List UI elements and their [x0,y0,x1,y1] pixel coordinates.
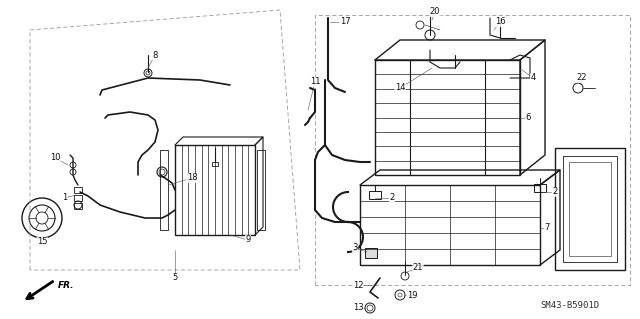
Text: 18: 18 [187,174,197,182]
Text: 11: 11 [310,78,320,86]
Bar [160,150,168,230]
Bar [365,248,377,258]
Text: 22: 22 [577,73,588,83]
Bar [563,156,617,262]
Bar [74,203,82,209]
Bar [360,185,540,265]
Text: 7: 7 [544,224,550,233]
Text: 1: 1 [62,194,68,203]
Text: 10: 10 [50,153,60,162]
Text: 17: 17 [340,18,350,26]
Text: 6: 6 [525,114,531,122]
Text: 8: 8 [152,50,157,60]
Text: 2: 2 [552,188,557,197]
Text: 9: 9 [245,235,251,244]
Bar [212,162,218,166]
Text: 4: 4 [531,73,536,83]
Text: FR.: FR. [58,280,74,290]
Bar [534,184,546,192]
Bar [257,150,265,230]
Text: SM43-B5901D: SM43-B5901D [540,300,600,309]
Bar [375,60,520,175]
Text: 3: 3 [352,243,358,253]
Text: 14: 14 [395,84,405,93]
Text: 21: 21 [413,263,423,272]
Text: 19: 19 [407,291,417,300]
Text: 16: 16 [495,18,506,26]
Bar [369,191,381,199]
Bar [74,187,82,193]
Bar [74,195,82,201]
Text: 5: 5 [172,273,178,283]
Text: 2: 2 [389,194,395,203]
Text: 15: 15 [36,238,47,247]
Bar [175,145,255,235]
Bar [569,162,611,256]
Text: 20: 20 [429,8,440,17]
Text: 13: 13 [353,303,364,313]
Text: 12: 12 [353,280,364,290]
Bar [555,148,625,270]
